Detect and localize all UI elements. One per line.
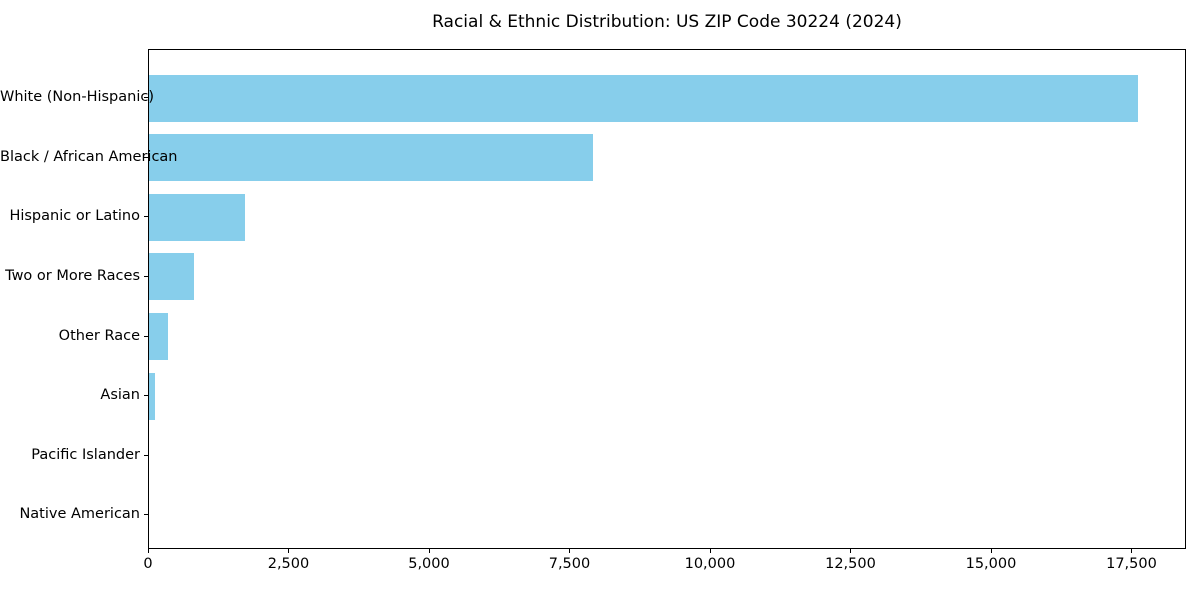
x-axis-tick xyxy=(1131,549,1133,553)
x-axis-tick xyxy=(428,549,430,553)
bar xyxy=(149,372,155,420)
y-tick-label: Hispanic or Latino xyxy=(9,208,140,225)
y-axis-tick xyxy=(144,216,148,218)
y-tick-label: Other Race xyxy=(58,327,140,344)
y-axis-tick xyxy=(144,514,148,516)
x-tick-label: 12,500 xyxy=(825,556,876,572)
bar xyxy=(149,313,168,361)
y-tick-label: Pacific Islander xyxy=(31,446,140,463)
x-tick-label: 0 xyxy=(143,556,153,572)
x-tick-label: 5,000 xyxy=(408,556,450,572)
y-axis-tick xyxy=(144,454,148,456)
y-tick-label: Asian xyxy=(100,387,140,404)
bar xyxy=(149,74,1138,122)
bar xyxy=(149,253,195,301)
x-tick-label: 7,500 xyxy=(548,556,591,572)
y-axis-tick xyxy=(144,335,148,337)
y-tick-label: Two or More Races xyxy=(5,267,140,284)
chart-title: Racial & Ethnic Distribution: US ZIP Cod… xyxy=(432,12,902,32)
y-axis-tick xyxy=(144,156,148,158)
x-axis-tick xyxy=(850,549,852,553)
y-tick-label: Black / African American xyxy=(0,148,178,165)
x-axis-tick xyxy=(709,549,711,553)
y-tick-label: Native American xyxy=(19,506,140,523)
y-axis-tick xyxy=(144,275,148,277)
y-tick-label: White (Non-Hispanic) xyxy=(0,89,154,105)
y-axis-tick xyxy=(144,395,148,397)
x-axis-tick xyxy=(569,549,571,553)
bar xyxy=(149,134,593,182)
x-tick-label: 15,000 xyxy=(965,556,1017,572)
bar xyxy=(149,193,245,241)
x-axis-tick xyxy=(148,549,149,553)
y-axis-tick xyxy=(144,97,148,98)
x-tick-label: 2,500 xyxy=(267,556,310,572)
x-axis-tick xyxy=(288,549,290,553)
plot-area xyxy=(148,49,1186,549)
x-axis-tick xyxy=(990,549,992,553)
x-tick-label: 17,500 xyxy=(1106,556,1157,572)
x-tick-label: 10,000 xyxy=(684,556,736,572)
